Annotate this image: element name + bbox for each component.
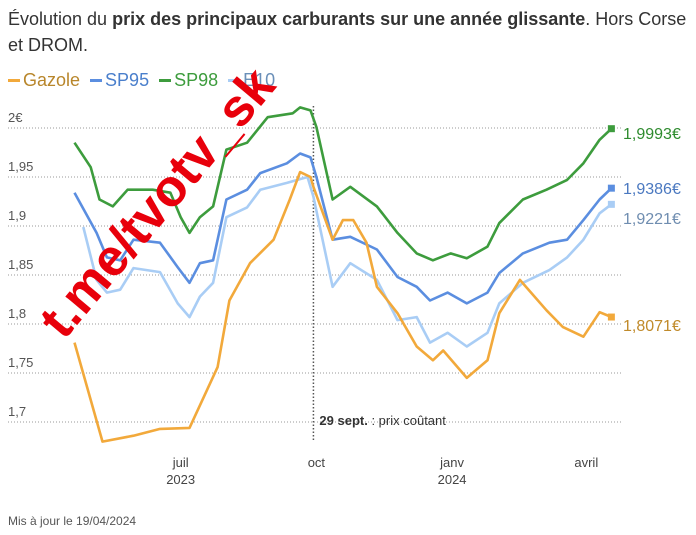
legend: Gazole SP95 SP98 E10 [8, 70, 275, 91]
legend-item-gazole: Gazole [8, 70, 80, 91]
x-tick-label: juil [172, 455, 189, 470]
series-line-e10 [82, 175, 613, 348]
legend-swatch [228, 79, 241, 82]
series-end-marker [607, 125, 615, 133]
y-tick-label: 1,85 [8, 257, 33, 272]
x-tick-label: avril [574, 455, 598, 470]
series-line-sp95 [73, 152, 613, 305]
x-tick-label: oct [308, 455, 326, 470]
title-bold: prix des principaux carburants sur une a… [112, 9, 586, 29]
legend-swatch [159, 79, 172, 82]
legend-swatch [90, 79, 103, 82]
series-line-gazole [73, 170, 612, 443]
legend-label: E10 [243, 70, 276, 90]
series-end-label: 1,8071€ [623, 318, 681, 335]
y-tick-label: 1,75 [8, 355, 33, 370]
legend-label: SP95 [105, 70, 150, 90]
chart-title: Évolution du prix des principaux carbura… [8, 6, 688, 58]
legend-swatch [8, 79, 20, 82]
y-tick-label: 1,9 [8, 208, 26, 223]
series-end-marker [607, 200, 615, 208]
series-end-label: 1,9221€ [623, 211, 681, 228]
y-tick-label: 2€ [8, 110, 23, 125]
title-prefix: Évolution du [8, 9, 113, 29]
legend-item-e10: E10 [228, 70, 275, 91]
annotation-label: 29 sept. : prix coûtant [319, 413, 446, 428]
legend-item-sp98: SP98 [159, 70, 218, 91]
x-tick-label: janv [439, 455, 464, 470]
legend-label: SP98 [174, 70, 219, 90]
y-tick-label: 1,95 [8, 159, 33, 174]
y-tick-label: 1,7 [8, 404, 26, 419]
y-tick-label: 1,8 [8, 306, 26, 321]
title-suffix: . Hors Corse et DROM. [8, 9, 687, 55]
series-end-label: 1,9993€ [623, 126, 681, 143]
x-tick-year: 2023 [166, 472, 195, 487]
series-end-label: 1,9386€ [623, 181, 681, 198]
series-end-marker [607, 313, 615, 321]
series-end-marker [607, 184, 615, 192]
legend-label: Gazole [23, 70, 81, 90]
x-tick-year: 2024 [438, 472, 467, 487]
legend-item-sp95: SP95 [90, 70, 149, 91]
series-line-sp98 [73, 106, 613, 262]
update-note: Mis à jour le 19/04/2024 [8, 514, 137, 528]
